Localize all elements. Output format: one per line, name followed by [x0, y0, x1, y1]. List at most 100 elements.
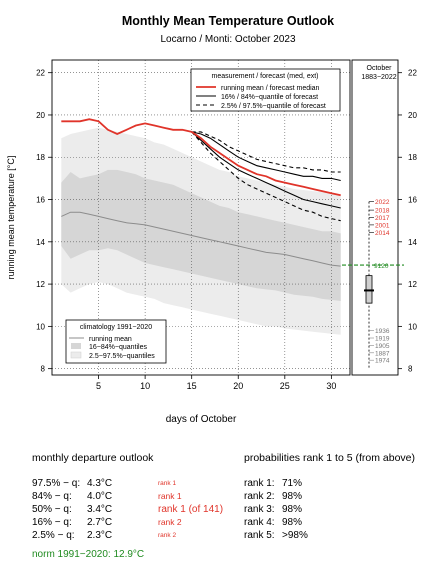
- climatology-legend-title: climatology 1991−2020: [80, 324, 152, 331]
- probability-rank: rank 2:: [244, 491, 275, 502]
- forecast-legend-entry: 2.5% / 97.5%−quantile of forecast: [221, 103, 326, 110]
- climatology-legend-entry: 16−84%−quantiles: [89, 344, 147, 351]
- departure-row: 2.5% − q: 2.3°C rank 2: [32, 529, 242, 542]
- forecast-q84-line: [191, 131, 341, 182]
- forecast-legend-entry: running mean / forecast median: [221, 85, 320, 92]
- departure-quantile: 50% − q:: [32, 504, 72, 515]
- x-tick-label: 25: [280, 381, 290, 391]
- warm-year-label: 2001: [375, 222, 390, 229]
- side-panel-title: October: [367, 65, 393, 72]
- departure-rank: rank 2: [158, 517, 182, 527]
- forecast-q16-line: [191, 131, 341, 209]
- departure-title: monthly departure outlook: [32, 452, 154, 464]
- departure-row: 50% − q: 3.4°C rank 1 (of 141): [32, 503, 242, 516]
- plot-frame: [51, 59, 351, 376]
- probabilities-title: probabilities rank 1 to 5 (from above): [244, 452, 415, 464]
- side-box: [365, 275, 373, 304]
- side-panel-subtitle: 1883−2022: [361, 74, 396, 81]
- probability-row: rank 5: >98%: [244, 529, 440, 542]
- probability-value: 71%: [282, 478, 303, 489]
- y-tick-label: 20: [36, 111, 45, 120]
- y-tick-label-right: 18: [408, 153, 417, 162]
- climatology-legend-entry: 2.5−97.5%−quantiles: [89, 353, 155, 360]
- warm-year-label: 2018: [375, 208, 390, 215]
- forecast-legend-entry: 16% / 84%−quantile of forecast: [221, 94, 318, 101]
- observed-running-mean-line: [61, 118, 192, 135]
- departure-row: 16% − q: 2.7°C rank 2: [32, 516, 242, 529]
- warm-year-label: 2014: [375, 230, 390, 237]
- probability-value: 98%: [282, 517, 303, 528]
- norm-text: norm 1991−2020: 12.9°C: [32, 549, 145, 560]
- departure-value: 3.4°C: [87, 504, 113, 515]
- y-tick-label-right: 14: [408, 238, 417, 247]
- y-tick-label: 12: [36, 280, 45, 289]
- climatology-mean-line: [61, 211, 341, 267]
- y-tick-label-right: 10: [408, 322, 417, 331]
- y-tick-label: 8: [41, 365, 46, 374]
- departure-row: 84% − q: 4.0°C rank 1: [32, 490, 242, 503]
- departure-quantile: 84% − q:: [32, 491, 72, 502]
- chart-subtitle: Locarno / Monti: October 2023: [160, 34, 296, 45]
- climatology-legend-box: [65, 319, 167, 364]
- x-tick-label: 15: [187, 381, 197, 391]
- warm-year-label: 2022: [375, 199, 390, 206]
- x-tick-label: 30: [326, 381, 336, 391]
- climatology-inner-band: [61, 169, 341, 301]
- probability-rank: rank 5:: [244, 530, 275, 541]
- probability-row: rank 1: 71%: [244, 477, 440, 490]
- cold-year-label: 1887: [375, 350, 390, 357]
- side-panel-frame: [351, 59, 399, 376]
- y-tick-label-right: 8: [408, 365, 413, 374]
- y-tick-label: 22: [36, 69, 45, 78]
- probability-rank: rank 4:: [244, 517, 275, 528]
- legend-swatch-inner-band: [71, 343, 81, 349]
- x-tick-label: 10: [140, 381, 150, 391]
- forecast-q025-line: [191, 131, 341, 222]
- norm-label: 9120: [374, 263, 389, 270]
- x-tick-label: 20: [233, 381, 243, 391]
- departure-value: 2.7°C: [87, 517, 113, 528]
- departure-quantile: 97.5% − q:: [32, 478, 81, 489]
- y-tick-label: 18: [36, 153, 45, 162]
- forecast-legend-title: measurement / forecast (med, ext): [212, 73, 319, 80]
- rank-probabilities: probabilities rank 1 to 5 (from above) r…: [244, 452, 440, 542]
- y-tick-label-right: 20: [408, 111, 417, 120]
- cold-year-label: 1936: [375, 328, 390, 335]
- departure-quantile: 2.5% − q:: [32, 530, 75, 541]
- departure-outlook: monthly departure outlook 97.5% − q: 4.3…: [32, 452, 242, 542]
- probability-row: rank 2: 98%: [244, 490, 440, 503]
- y-tick-label-right: 12: [408, 280, 417, 289]
- temperature-outlook-chart: Monthly Mean Temperature Outlook Locarno…: [6, 14, 417, 425]
- probability-value: 98%: [282, 491, 303, 502]
- departure-rank: rank 1: [158, 480, 177, 487]
- departure-value: 4.3°C: [87, 478, 113, 489]
- y-tick-label-right: 16: [408, 196, 417, 205]
- warm-year-label: 2017: [375, 215, 390, 222]
- departure-value: 4.0°C: [87, 491, 113, 502]
- climatology-legend-entry: running mean: [89, 336, 132, 343]
- probability-value: >98%: [282, 530, 308, 541]
- probability-rank: rank 1:: [244, 478, 275, 489]
- y-tick-label-right: 22: [408, 69, 417, 78]
- departure-value: 2.3°C: [87, 530, 113, 541]
- departure-row: 97.5% − q: 4.3°C rank 1: [32, 477, 242, 490]
- forecast-median-line: [191, 131, 341, 197]
- chart-title: Monthly Mean Temperature Outlook: [122, 14, 334, 28]
- forecast-legend-box: [190, 68, 341, 112]
- probability-rank: rank 3:: [244, 504, 275, 515]
- cold-year-label: 1905: [375, 343, 390, 350]
- probability-row: rank 4: 98%: [244, 516, 440, 529]
- x-axis-label: days of October: [166, 414, 237, 425]
- departure-rank: rank 1 (of 141): [158, 504, 224, 515]
- probability-row: rank 3: 98%: [244, 503, 440, 516]
- departure-rank: rank 2: [158, 532, 177, 539]
- cold-year-label: 1974: [375, 358, 390, 365]
- y-axis-label: running mean temperature [°C]: [6, 156, 16, 280]
- departure-rank: rank 1: [158, 491, 182, 501]
- x-tick-label: 5: [96, 381, 101, 391]
- cold-year-label: 1919: [375, 336, 390, 343]
- y-tick-label: 14: [36, 238, 45, 247]
- legend-swatch-outer-band: [70, 351, 82, 359]
- probability-value: 98%: [282, 504, 303, 515]
- y-tick-label: 16: [36, 196, 45, 205]
